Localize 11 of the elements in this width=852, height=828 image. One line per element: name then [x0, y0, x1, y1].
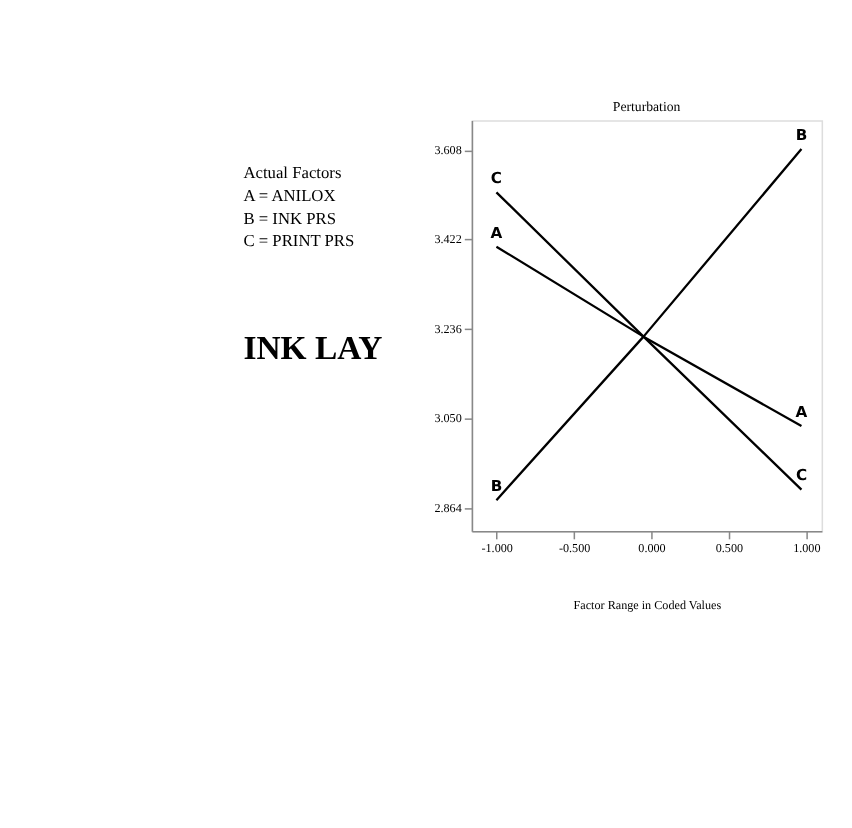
series-label: B — [490, 477, 503, 496]
series-label: A — [795, 402, 808, 421]
text: C — [490, 169, 502, 188]
text: C = PRINT PRS — [243, 232, 355, 251]
series-label: C — [795, 466, 808, 485]
text: B = INK PRS — [243, 209, 337, 228]
text: A — [490, 223, 503, 242]
y-axis-title: INK LAY — [243, 329, 383, 368]
text: A = ANILOX — [243, 186, 336, 205]
text: Actual Factors — [243, 163, 342, 182]
text: B — [795, 125, 808, 144]
